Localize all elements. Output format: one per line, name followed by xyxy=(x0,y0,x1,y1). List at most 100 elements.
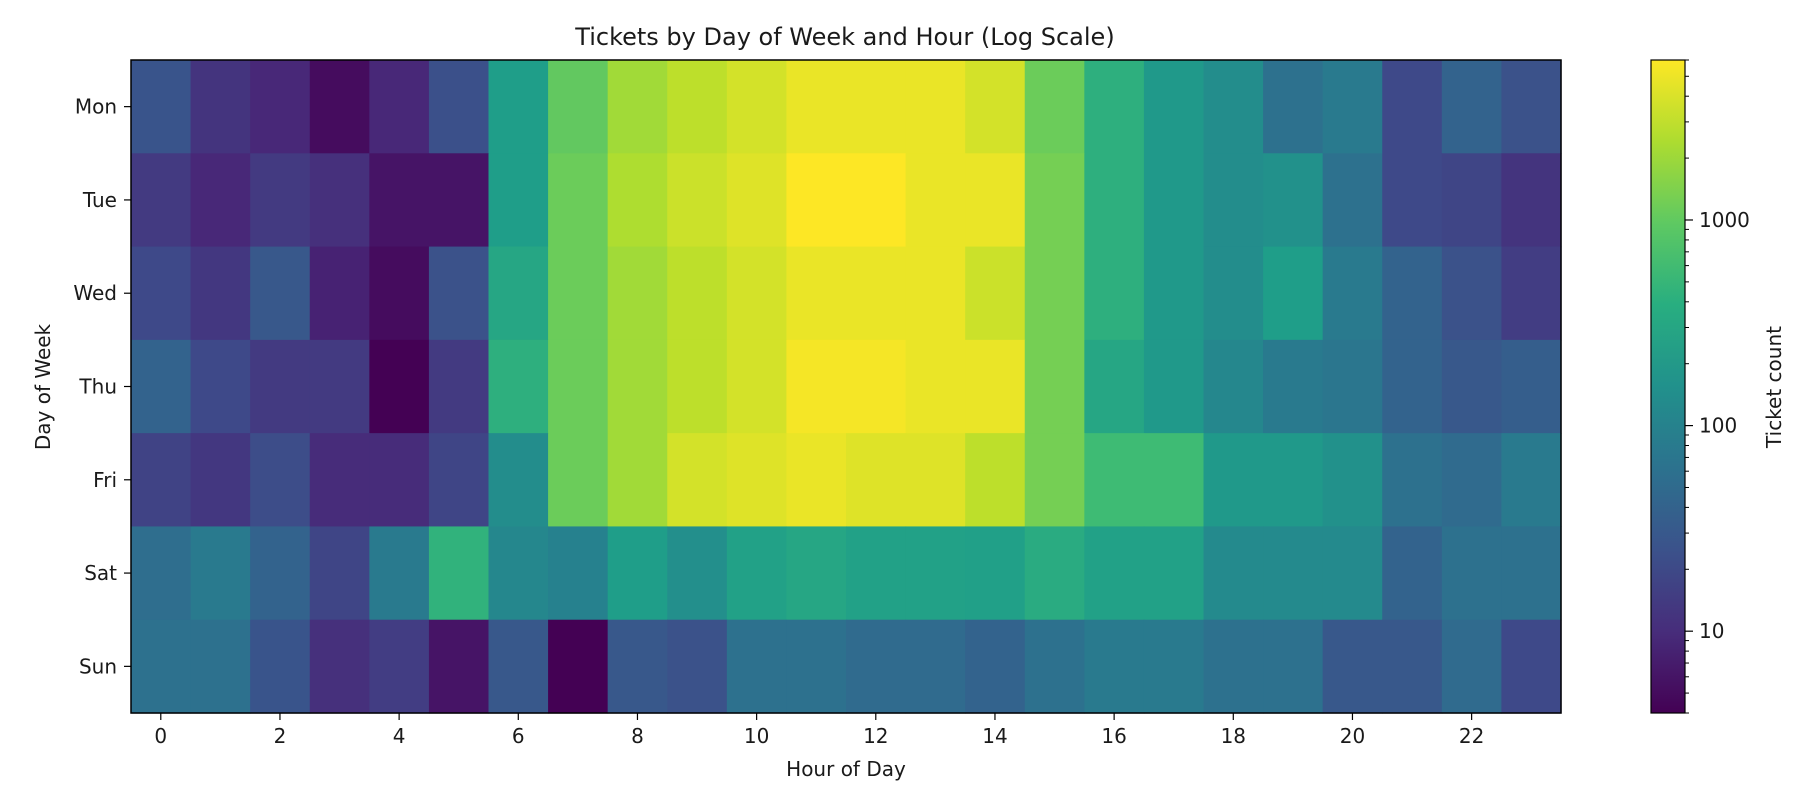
heatmap-cell-sat-10 xyxy=(726,526,788,621)
heatmap-cell-sat-15 xyxy=(1024,526,1085,621)
heatmap-cell-wed-19 xyxy=(1263,246,1324,341)
heatmap-cell-thu-17 xyxy=(1143,339,1205,434)
heatmap-cell-tue-2 xyxy=(250,153,311,248)
heatmap-cell-tue-4 xyxy=(369,153,430,248)
y-tick-label-wed: Wed xyxy=(73,281,117,305)
heatmap-cell-thu-9 xyxy=(667,339,728,434)
y-tick-label-fri: Fri xyxy=(93,468,117,492)
heatmap-cell-sun-15 xyxy=(1024,619,1085,714)
heatmap-cell-fri-1 xyxy=(190,433,251,528)
heatmap-cell-tue-3 xyxy=(309,153,370,248)
heatmap-cell-sat-13 xyxy=(905,526,966,621)
y-axis-ticks: Mon Tue Wed Thu Fri Sat Sun xyxy=(73,95,131,678)
heatmap-cell-sun-11 xyxy=(786,619,847,714)
colorbar-tick-label-10: 10 xyxy=(1699,619,1724,643)
y-tick-label-sun: Sun xyxy=(79,654,117,678)
heatmap-cell-mon-2 xyxy=(250,60,311,154)
y-axis-label: Day of Week xyxy=(31,323,55,450)
colorbar-tick-label-100: 100 xyxy=(1699,414,1737,438)
colorbar-label: Ticket count xyxy=(1762,326,1786,449)
heatmap-cell-tue-6 xyxy=(488,153,549,248)
chart-title: Tickets by Day of Week and Hour (Log Sca… xyxy=(574,23,1114,51)
heatmap-cell-wed-9 xyxy=(667,246,728,341)
heatmap-cell-sun-16 xyxy=(1084,619,1145,714)
heatmap-cell-wed-8 xyxy=(607,246,668,341)
heatmap-cell-thu-20 xyxy=(1322,339,1383,434)
heatmap-cell-wed-22 xyxy=(1441,246,1503,341)
heatmap-cell-sat-6 xyxy=(488,526,549,621)
heatmap-cell-wed-21 xyxy=(1382,246,1443,341)
heatmap-cell-fri-4 xyxy=(369,433,430,528)
heatmap-cell-sun-7 xyxy=(548,619,609,714)
heatmap-cell-sun-3 xyxy=(309,619,370,714)
heatmap-cell-wed-11 xyxy=(786,246,847,341)
heatmap-cell-mon-11 xyxy=(786,60,847,154)
heatmap-cell-sat-18 xyxy=(1203,526,1264,621)
heatmap-cell-tue-15 xyxy=(1024,153,1085,248)
heatmap-cell-fri-19 xyxy=(1263,433,1324,528)
heatmap-cell-tue-17 xyxy=(1143,153,1205,248)
heatmap-cell-wed-20 xyxy=(1322,246,1383,341)
x-tick-label-20: 20 xyxy=(1340,724,1365,748)
heatmap-cell-tue-13 xyxy=(905,153,966,248)
heatmap-cell-thu-12 xyxy=(846,339,907,434)
x-tick-label-18: 18 xyxy=(1221,724,1246,748)
heatmap-cell-wed-14 xyxy=(965,246,1026,341)
heatmap-cell-mon-3 xyxy=(309,60,370,154)
heatmap-cell-thu-10 xyxy=(726,339,788,434)
heatmap-cell-thu-5 xyxy=(428,339,490,434)
heatmap-cell-mon-15 xyxy=(1024,60,1085,154)
heatmap-cell-tue-20 xyxy=(1322,153,1383,248)
y-tick-label-mon: Mon xyxy=(75,95,117,119)
heatmap-cell-thu-13 xyxy=(905,339,966,434)
heatmap-cell-thu-11 xyxy=(786,339,847,434)
x-tick-label-6: 6 xyxy=(512,724,525,748)
x-tick-label-22: 22 xyxy=(1459,724,1484,748)
heatmap-cell-wed-1 xyxy=(190,246,251,341)
heatmap-cell-thu-19 xyxy=(1263,339,1324,434)
heatmap-cell-sun-14 xyxy=(965,619,1026,714)
heatmap-cell-sat-4 xyxy=(369,526,430,621)
heatmap-cell-thu-6 xyxy=(488,339,549,434)
heatmap-cell-wed-23 xyxy=(1501,246,1562,341)
heatmap-cell-mon-0 xyxy=(131,60,192,154)
heatmap-cell-sat-14 xyxy=(965,526,1026,621)
heatmap-cell-sun-6 xyxy=(488,619,549,714)
heatmap-cell-mon-6 xyxy=(488,60,549,154)
heatmap-cell-mon-13 xyxy=(905,60,966,154)
heatmap-cell-sun-18 xyxy=(1203,619,1264,714)
heatmap-cell-wed-16 xyxy=(1084,246,1145,341)
heatmap-cell-tue-14 xyxy=(965,153,1026,248)
heatmap-cell-fri-8 xyxy=(607,433,668,528)
heatmap-cell-mon-22 xyxy=(1441,60,1503,154)
heatmap-cell-mon-12 xyxy=(846,60,907,154)
heatmap-cell-sat-23 xyxy=(1501,526,1562,621)
heatmap-cell-thu-2 xyxy=(250,339,311,434)
heatmap-cell-sat-20 xyxy=(1322,526,1383,621)
heatmap-cell-tue-22 xyxy=(1441,153,1503,248)
heatmap-cell-tue-0 xyxy=(131,153,192,248)
heatmap-cell-mon-18 xyxy=(1203,60,1264,154)
heatmap-cell-wed-18 xyxy=(1203,246,1264,341)
x-tick-label-16: 16 xyxy=(1101,724,1126,748)
heatmap-cell-sat-12 xyxy=(846,526,907,621)
y-tick-label-sat: Sat xyxy=(84,561,117,585)
heatmap-cell-wed-12 xyxy=(846,246,907,341)
heatmap-cell-thu-14 xyxy=(965,339,1026,434)
heatmap-cell-fri-6 xyxy=(488,433,549,528)
heatmap-cell-sun-10 xyxy=(726,619,788,714)
heatmap-cell-thu-16 xyxy=(1084,339,1145,434)
heatmap-cell-sat-3 xyxy=(309,526,370,621)
heatmap-cell-sun-1 xyxy=(190,619,251,714)
heatmap-cell-mon-10 xyxy=(726,60,788,154)
heatmap-cell-wed-5 xyxy=(428,246,490,341)
heatmap-cell-sat-9 xyxy=(667,526,728,621)
heatmap-cell-mon-7 xyxy=(548,60,609,154)
heatmap-cell-wed-3 xyxy=(309,246,370,341)
heatmap-cell-mon-9 xyxy=(667,60,728,154)
heatmap-cell-fri-16 xyxy=(1084,433,1145,528)
heatmap-cell-tue-5 xyxy=(428,153,490,248)
heatmap-cell-thu-1 xyxy=(190,339,251,434)
heatmap-cell-wed-15 xyxy=(1024,246,1085,341)
